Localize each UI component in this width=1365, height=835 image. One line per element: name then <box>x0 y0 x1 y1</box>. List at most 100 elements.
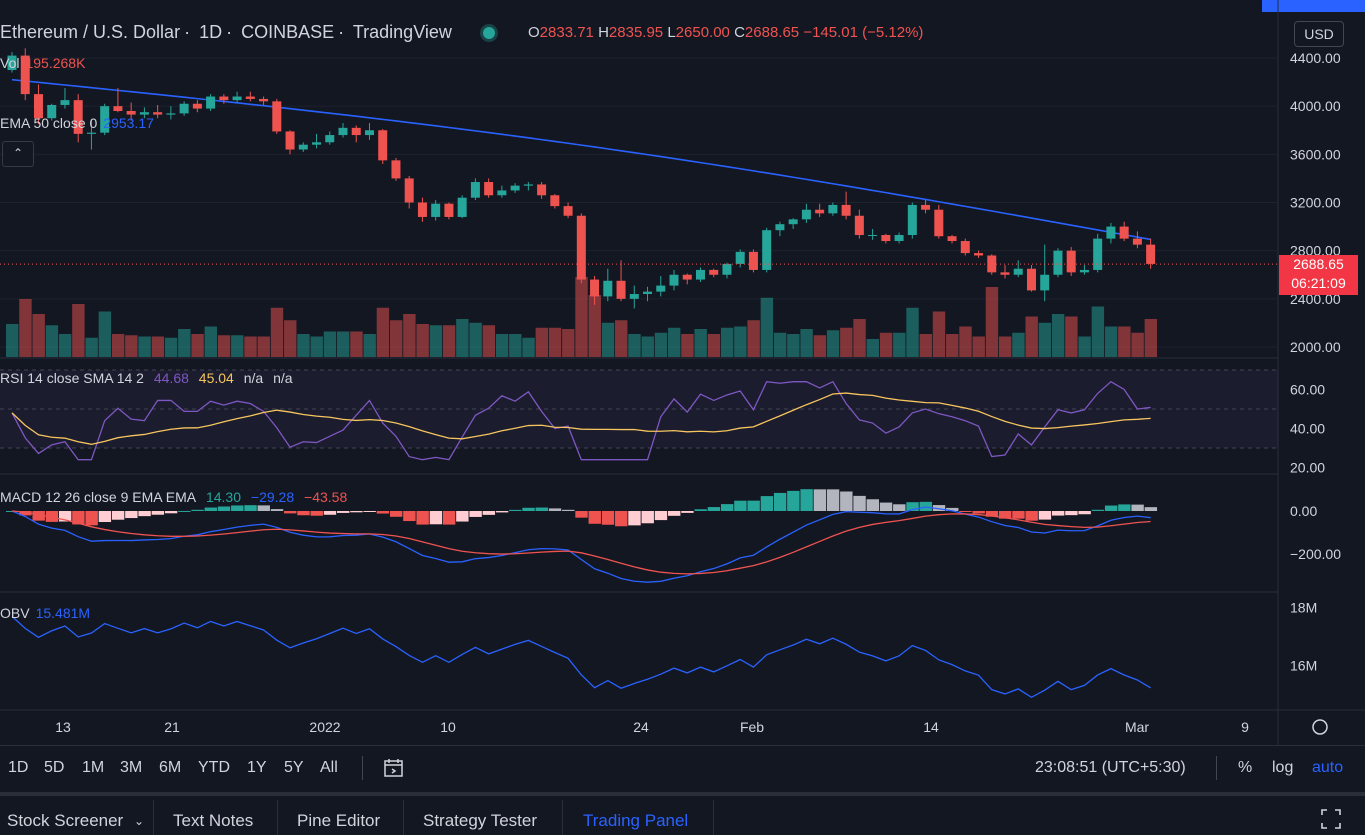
macd-legend[interactable]: MACD 12 26 close 9 EMA EMA 14.30 −29.28 … <box>0 489 347 505</box>
macd-histogram-bar <box>575 511 588 518</box>
timeframe-all[interactable]: All <box>320 759 338 776</box>
tab-strategy-tester[interactable]: Strategy Tester <box>423 811 538 830</box>
market-status-icon <box>482 27 495 40</box>
volume-bar <box>85 337 98 357</box>
macd-histogram-bar <box>310 511 323 516</box>
chart-canvas[interactable]: 4400.004000.003600.003200.002800.002400.… <box>0 0 1365 745</box>
macd-histogram-bar <box>773 492 787 511</box>
time-axis-label: 14 <box>923 719 939 735</box>
macd-histogram-bar <box>429 511 443 525</box>
tab-text-notes[interactable]: Text Notes <box>173 811 254 830</box>
candle-body <box>616 280 626 299</box>
candle-body <box>682 274 692 280</box>
candle-body <box>364 130 374 136</box>
candle-body <box>868 235 878 237</box>
macd-histogram-bar <box>363 511 376 512</box>
timeframe-6m[interactable]: 6M <box>159 759 182 776</box>
high-value: 2835.95 <box>608 24 664 41</box>
candle-body <box>417 202 427 217</box>
time-axis-label: 9 <box>1241 719 1249 735</box>
candle-body <box>457 197 467 217</box>
maximize-icon[interactable] <box>1320 808 1342 835</box>
obv-value: 15.481M <box>35 605 91 621</box>
tab-stock-screener[interactable]: Stock Screener <box>7 811 124 830</box>
source-label: TradingView <box>352 22 452 42</box>
candle-body <box>656 285 666 292</box>
candle-body <box>801 209 811 220</box>
volume-bar <box>45 325 59 357</box>
date-range-icon[interactable] <box>383 757 405 784</box>
candle-body <box>563 206 573 216</box>
volume-bar <box>363 334 376 357</box>
rsi-ma-value: 45.04 <box>198 370 234 386</box>
clock-timezone[interactable]: 23:08:51 (UTC+5:30) <box>1035 759 1186 776</box>
timeframe-5y[interactable]: 5Y <box>284 759 304 776</box>
volume-bar <box>204 326 217 357</box>
macd-histogram-bar <box>58 511 72 522</box>
time-axis-label: 21 <box>164 719 180 735</box>
volume-bar <box>906 307 919 357</box>
gear-icon[interactable] <box>1312 719 1328 735</box>
macd-histogram-bar <box>1038 511 1052 520</box>
candle-body <box>881 235 891 242</box>
volume-bar <box>350 331 363 357</box>
time-axis-label: 24 <box>633 719 649 735</box>
chevron-down-icon[interactable]: ⌄ <box>134 814 145 828</box>
macd-histogram-bar <box>297 511 310 516</box>
volume-bar <box>284 320 297 357</box>
volume-bar <box>323 331 337 357</box>
timeframe-5d[interactable]: 5D <box>44 759 65 776</box>
macd-signal-line <box>11 510 1151 575</box>
percent-toggle[interactable]: % <box>1238 759 1253 776</box>
candle-body <box>1093 238 1103 270</box>
candle-body <box>47 104 57 119</box>
macd-histogram-bar <box>178 510 191 512</box>
candle-body <box>762 230 772 270</box>
candle-body <box>232 96 242 101</box>
macd-histogram-bar <box>482 511 496 515</box>
obv-legend[interactable]: OBV 15.481M <box>0 605 90 621</box>
timeframe-1m[interactable]: 1M <box>82 759 105 776</box>
volume-bar <box>244 336 257 357</box>
vol-legend[interactable]: Vol 195.268K <box>0 55 85 71</box>
timeframe-1d[interactable]: 1D <box>8 759 29 776</box>
macd-histogram-bar <box>720 504 734 511</box>
log-toggle[interactable]: log <box>1272 759 1294 776</box>
bottom-toolbar: 1D 5D 1M 3M 6M YTD 1Y 5Y All 23:08:51 (U… <box>0 745 1365 792</box>
symbol-name: Ethereum / U.S. Dollar <box>0 22 181 42</box>
volume-bar <box>98 311 112 357</box>
currency-button[interactable]: USD <box>1294 21 1344 47</box>
candle-body <box>815 209 825 214</box>
volume-bar <box>270 307 284 357</box>
timeframe-ytd[interactable]: YTD <box>198 759 230 776</box>
candle-body <box>629 294 639 299</box>
candle-body <box>153 112 163 115</box>
obv-name: OBV <box>0 605 30 621</box>
rsi-legend[interactable]: RSI 14 close SMA 14 2 44.68 45.04 n/a n/… <box>0 370 293 386</box>
macd-histogram-bar <box>826 489 840 511</box>
candle-body <box>1132 238 1142 245</box>
candle-body <box>1066 250 1076 273</box>
last-price-tag: 2688.65 06:21:09 <box>1279 255 1358 295</box>
volume-bar <box>456 319 469 357</box>
macd-histogram-bar <box>813 489 827 511</box>
volume-bar <box>297 334 310 357</box>
tab-pine-editor[interactable]: Pine Editor <box>297 811 381 830</box>
timeframe-1y[interactable]: 1Y <box>247 759 267 776</box>
auto-toggle[interactable]: auto <box>1312 759 1344 776</box>
timeframe-3m[interactable]: 3M <box>120 759 143 776</box>
macd-histogram-bar <box>456 511 469 522</box>
candle-body <box>603 280 613 297</box>
change-value: −145.01 (−5.12%) <box>803 24 924 41</box>
rsi-value: 44.68 <box>153 370 189 386</box>
volume-bar <box>138 336 151 357</box>
symbol-legend[interactable]: Ethereum / U.S. Dollar · 1D · COINBASE · Tr… <box>0 22 499 43</box>
candle-body <box>245 96 255 99</box>
tab-trading-panel[interactable]: Trading Panel <box>583 811 689 830</box>
volume-bar <box>641 336 654 357</box>
ema-legend[interactable]: EMA 50 close 0 2953.17 <box>0 115 154 131</box>
candle-body <box>841 204 851 216</box>
volume-bar <box>482 325 496 357</box>
collapse-legend-button[interactable]: ⌃ <box>2 141 34 167</box>
volume-bar <box>429 325 443 357</box>
